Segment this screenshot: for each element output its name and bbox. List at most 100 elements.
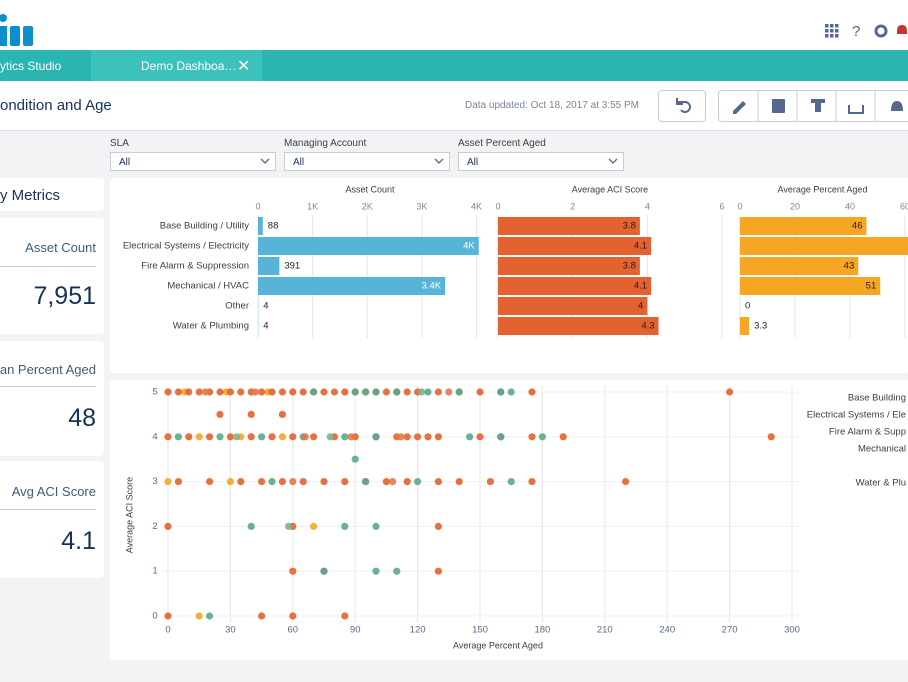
action-buttons[interactable] [718,90,908,122]
point [341,388,349,396]
point [206,478,214,486]
point [418,388,426,396]
value-label: 391 [284,261,300,272]
x-tick-label: 240 [659,625,675,636]
metric-value: 7,951 [33,282,96,310]
point [466,433,474,441]
point [382,388,390,396]
point [362,478,370,486]
y-axis-title: Average ACI Score [124,477,134,553]
value-label: 3.8 [623,261,636,272]
point [455,478,463,486]
value-label: 43 [844,261,855,272]
metric-label: Asset Count [25,240,96,255]
point [476,388,484,396]
point [434,478,442,486]
point [237,388,245,396]
chart-title: Average ACI Score [572,184,648,194]
point [268,388,276,396]
bar [498,317,659,335]
bar-panel [110,178,908,373]
header-icons[interactable]: ? [824,22,908,40]
value-label: 51 [866,281,877,292]
y-tick-label: 3 [152,476,157,487]
point [164,388,172,396]
point [299,478,307,486]
point [528,433,536,441]
value-label: 4.1 [634,281,647,292]
point [403,388,411,396]
bar [740,277,881,295]
point [258,388,266,396]
point [310,522,318,531]
category-label: Electrical Systems / Electricity [123,241,249,252]
metric-card: Avg ACI Score 4.1 [0,461,104,578]
value-label: 3.3 [754,321,767,332]
metric-value: 48 [68,404,96,432]
point [559,433,567,441]
value-label: 4 [638,301,643,312]
point [195,612,203,620]
bar [498,237,652,255]
legend-label: Base Building [848,393,906,404]
point [507,478,515,486]
point [403,433,411,441]
top-header: ? [0,0,908,50]
point [278,388,286,396]
x-tick-label: 270 [722,625,738,636]
tab-active[interactable]: Demo Dashboa… ✕ [91,50,262,81]
point [164,522,172,531]
point [341,522,349,531]
filter: Asset Percent Aged All [458,138,624,171]
filter-label: Managing Account [284,138,367,149]
point [351,455,359,463]
logo [0,14,33,46]
point [268,433,276,441]
filter: Managing Account All [284,138,450,171]
point [201,388,210,396]
point [233,433,241,441]
point [251,388,259,396]
point [216,433,224,441]
bar [498,297,648,315]
point [258,478,266,486]
metric-label: Avg ACI Score [11,484,96,499]
point [434,433,442,441]
point [372,567,380,575]
x-tick-label: 0 [737,201,742,211]
point [247,522,255,531]
point [726,388,734,396]
point [434,567,442,575]
filter-select[interactable]: All [458,152,624,171]
point [424,433,432,441]
point [289,433,297,441]
point [434,522,442,531]
point [362,388,370,396]
x-tick-label: 180 [534,625,550,636]
point [285,522,293,531]
point [226,433,234,441]
point [278,478,286,486]
point [507,388,515,396]
bar [498,257,640,275]
point [372,433,380,441]
legend-label: Electrical Systems / Ele [807,410,906,421]
point [310,388,318,396]
y-tick-label: 1 [152,566,157,577]
x-tick-label: 20 [790,201,800,211]
tab-close[interactable]: ✕ [237,58,251,75]
tab[interactable]: ytics Studio [0,59,62,73]
x-tick-label: 300 [784,625,800,636]
filter-select[interactable]: All [284,152,450,171]
point [538,433,547,441]
point [330,388,338,396]
point [393,388,401,396]
x-tick-label: 90 [350,625,361,636]
bar [258,257,280,275]
metrics-header: y Metrics [0,178,104,211]
filter-select[interactable]: All [110,152,276,171]
legend-label: Fire Alarm & Supp [829,427,906,438]
undo-button[interactable] [658,90,706,122]
point [195,433,203,441]
